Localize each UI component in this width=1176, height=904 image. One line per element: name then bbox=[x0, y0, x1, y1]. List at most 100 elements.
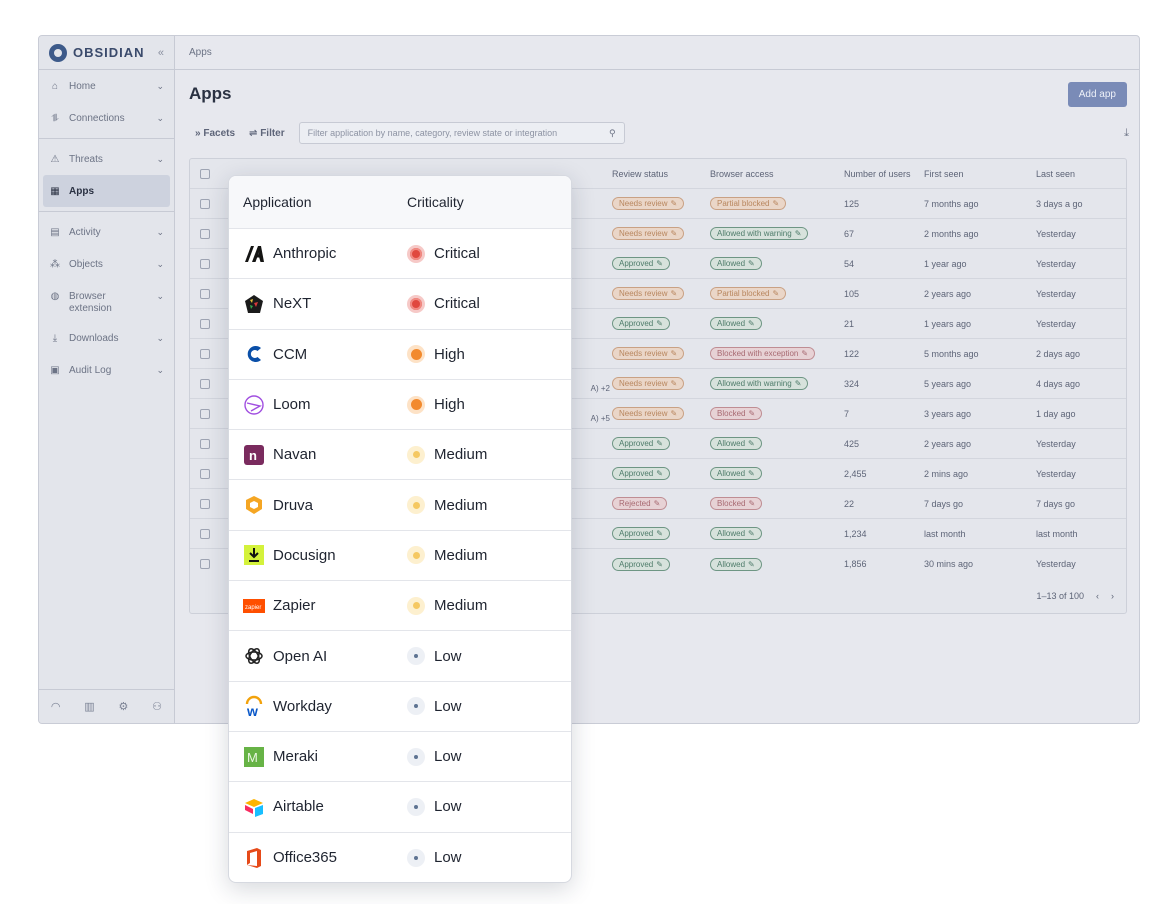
review-status-badge[interactable]: Needs review ✎ bbox=[612, 407, 685, 420]
app-row[interactable]: Open AI Low bbox=[229, 631, 571, 682]
row-checkbox[interactable] bbox=[200, 498, 210, 509]
review-status-badge[interactable]: Rejected ✎ bbox=[612, 497, 668, 510]
criticality-label: Low bbox=[434, 849, 462, 867]
table-row[interactable]: Approved ✎ Allowed ✎ 1,856 30 mins ago Yesterd… bbox=[190, 549, 1126, 579]
sidebar-item-label: Connections bbox=[69, 113, 125, 124]
next-page-icon[interactable]: › bbox=[1111, 591, 1114, 601]
app-row[interactable]: NeXT Critical bbox=[229, 279, 571, 330]
table-row[interactable]: Needs review ✎ Blocked with exception ✎ 122 5… bbox=[190, 339, 1126, 369]
row-checkbox[interactable] bbox=[200, 258, 210, 269]
sidebar-item-connections[interactable]: ⥮ Connections ⌄ bbox=[39, 102, 174, 134]
row-checkbox[interactable] bbox=[200, 318, 210, 329]
sidebar-item-downloads[interactable]: ⤓ Downloads ⌄ bbox=[39, 322, 174, 354]
objects-icon: ⁂ bbox=[50, 259, 60, 270]
help-icon[interactable]: ◠ bbox=[50, 701, 61, 713]
table-row[interactable]: Approved ✎ Allowed ✎ 21 1 years ago Yesterday bbox=[190, 309, 1126, 339]
app-row[interactable]: Loom High bbox=[229, 380, 571, 431]
app-row[interactable]: Office365 Low bbox=[229, 833, 571, 882]
app-row[interactable]: w Workday Low bbox=[229, 682, 571, 732]
sidebar-item-threats[interactable]: ⚠ Threats ⌄ bbox=[39, 143, 174, 175]
collapse-sidebar-icon[interactable]: « bbox=[157, 46, 164, 59]
browser-access-badge[interactable]: Allowed ✎ bbox=[710, 527, 762, 540]
review-status-badge[interactable]: Needs review ✎ bbox=[612, 377, 685, 390]
app-row[interactable]: CCM High bbox=[229, 330, 571, 380]
browser-access-badge[interactable]: Allowed with warning ✎ bbox=[710, 377, 809, 390]
row-checkbox[interactable] bbox=[200, 528, 210, 539]
review-status-badge[interactable]: Approved ✎ bbox=[612, 527, 670, 540]
row-checkbox[interactable] bbox=[200, 408, 210, 419]
browser-access-badge[interactable]: Allowed ✎ bbox=[710, 437, 762, 450]
user-icon[interactable]: ⚇ bbox=[152, 701, 163, 713]
prev-page-icon[interactable]: ‹ bbox=[1096, 591, 1099, 601]
table-row[interactable]: Approved ✎ Allowed ✎ 425 2 years ago Yesterday bbox=[190, 429, 1126, 459]
review-status-badge[interactable]: Needs review ✎ bbox=[612, 347, 685, 360]
table-row[interactable]: Approved ✎ Allowed ✎ 54 1 year ago Yesterday bbox=[190, 249, 1126, 279]
review-status-badge[interactable]: Approved ✎ bbox=[612, 257, 670, 270]
app-row[interactable]: Druva Medium bbox=[229, 480, 571, 531]
row-checkbox[interactable] bbox=[200, 559, 210, 569]
facets-button[interactable]: » Facets bbox=[195, 127, 236, 139]
sidebar-item-home[interactable]: ⌂ Home ⌄ bbox=[39, 70, 174, 102]
review-status-badge[interactable]: Needs review ✎ bbox=[612, 227, 685, 240]
download-icon[interactable]: ⤓ bbox=[1124, 126, 1129, 139]
table-row[interactable]: Rejected ✎ Blocked ✎ 22 7 days go 7 days go bbox=[190, 489, 1126, 519]
sidebar-item-objects[interactable]: ⁂ Objects ⌄ bbox=[39, 248, 174, 280]
column-number-of-users[interactable]: Number of users bbox=[844, 168, 911, 179]
chevron-down-icon: ⌄ bbox=[156, 113, 164, 123]
table-row[interactable]: Needs review ✎ Partial blocked ✎ 125 7 months… bbox=[190, 189, 1126, 219]
browser-access-badge[interactable]: Partial blocked ✎ bbox=[710, 197, 787, 210]
review-status-badge[interactable]: Needs review ✎ bbox=[612, 197, 685, 210]
search-input[interactable]: Filter application by name, category, re… bbox=[298, 122, 625, 144]
sidebar-item-activity[interactable]: ▤ Activity ⌄ bbox=[39, 216, 174, 248]
app-row[interactable]: Docusign Medium bbox=[229, 531, 571, 582]
row-checkbox[interactable] bbox=[200, 348, 210, 359]
settings-icon[interactable]: ⚙ bbox=[118, 701, 129, 713]
browser-access-badge[interactable]: Allowed with warning ✎ bbox=[710, 227, 809, 240]
browser-access-badge[interactable]: Allowed ✎ bbox=[710, 317, 762, 330]
sidebar-item-apps[interactable]: ▦ Apps bbox=[43, 175, 170, 207]
sidebar-item-audit-log[interactable]: ▣ Audit Log ⌄ bbox=[39, 354, 174, 386]
row-checkbox[interactable] bbox=[200, 468, 210, 479]
browser-access-badge[interactable]: Allowed ✎ bbox=[710, 557, 762, 571]
browser-access-badge[interactable]: Blocked with exception ✎ bbox=[710, 347, 816, 360]
app-row[interactable]: n Navan Medium bbox=[229, 430, 571, 481]
browser-access-badge[interactable]: Blocked ✎ bbox=[710, 407, 763, 420]
app-row[interactable]: Airtable Low bbox=[229, 782, 571, 833]
review-status-badge[interactable]: Needs review ✎ bbox=[612, 287, 685, 300]
row-checkbox[interactable] bbox=[200, 378, 210, 389]
row-checkbox[interactable] bbox=[200, 198, 210, 209]
filter-button[interactable]: ⇌ Filter bbox=[249, 127, 285, 139]
edit-pencil-icon: ✎ bbox=[794, 229, 802, 238]
table-row[interactable]: Needs review ✎ Partial blocked ✎ 105 2 years … bbox=[190, 279, 1126, 309]
browser-access-badge[interactable]: Allowed ✎ bbox=[710, 257, 762, 270]
app-row[interactable]: M Meraki Low bbox=[229, 732, 571, 783]
column-first-seen[interactable]: First seen bbox=[924, 168, 964, 179]
row-checkbox[interactable] bbox=[200, 228, 210, 239]
breadcrumb-apps[interactable]: Apps bbox=[189, 47, 212, 58]
review-status-badge[interactable]: Approved ✎ bbox=[612, 557, 670, 571]
review-status-badge[interactable]: Approved ✎ bbox=[612, 467, 670, 480]
column-browser-access[interactable]: Browser access bbox=[710, 168, 774, 179]
row-checkbox[interactable] bbox=[200, 288, 210, 299]
app-row[interactable]: zapier Zapier Medium bbox=[229, 581, 571, 632]
browser-access-badge[interactable]: Blocked ✎ bbox=[710, 497, 763, 510]
table-row[interactable]: Approved ✎ Allowed ✎ 1,234 last month last mon… bbox=[190, 519, 1126, 549]
column-review-status[interactable]: Review status bbox=[612, 168, 669, 179]
review-status-badge[interactable]: Approved ✎ bbox=[612, 437, 670, 450]
app-row[interactable]: Anthropic Critical bbox=[229, 229, 571, 280]
table-row[interactable]: A) +5 Needs review ✎ Blocked ✎ 7 3 years ago 1 … bbox=[190, 399, 1126, 429]
column-last-seen[interactable]: Last seen bbox=[1036, 168, 1076, 179]
row-checkbox[interactable] bbox=[200, 438, 210, 449]
browser-access-badge[interactable]: Allowed ✎ bbox=[710, 467, 762, 480]
add-app-button[interactable]: Add app bbox=[1067, 81, 1127, 107]
last-seen: Yesterday bbox=[1036, 258, 1076, 269]
browser-access-text: Allowed bbox=[717, 439, 746, 448]
table-row[interactable]: Needs review ✎ Allowed with warning ✎ 67 2 mo… bbox=[190, 219, 1126, 249]
review-status-badge[interactable]: Approved ✎ bbox=[612, 317, 670, 330]
browser-access-badge[interactable]: Partial blocked ✎ bbox=[710, 287, 787, 300]
table-row[interactable]: A) +2 Needs review ✎ Allowed with warning ✎ 3… bbox=[190, 369, 1126, 399]
table-row[interactable]: Approved ✎ Allowed ✎ 2,455 2 mins ago Yesterda… bbox=[190, 459, 1126, 489]
docs-icon[interactable]: ▥ bbox=[84, 701, 95, 713]
sidebar-item-browser-extension[interactable]: ◍ Browser extension ⌄ bbox=[39, 280, 174, 322]
select-all-checkbox[interactable] bbox=[200, 168, 210, 179]
